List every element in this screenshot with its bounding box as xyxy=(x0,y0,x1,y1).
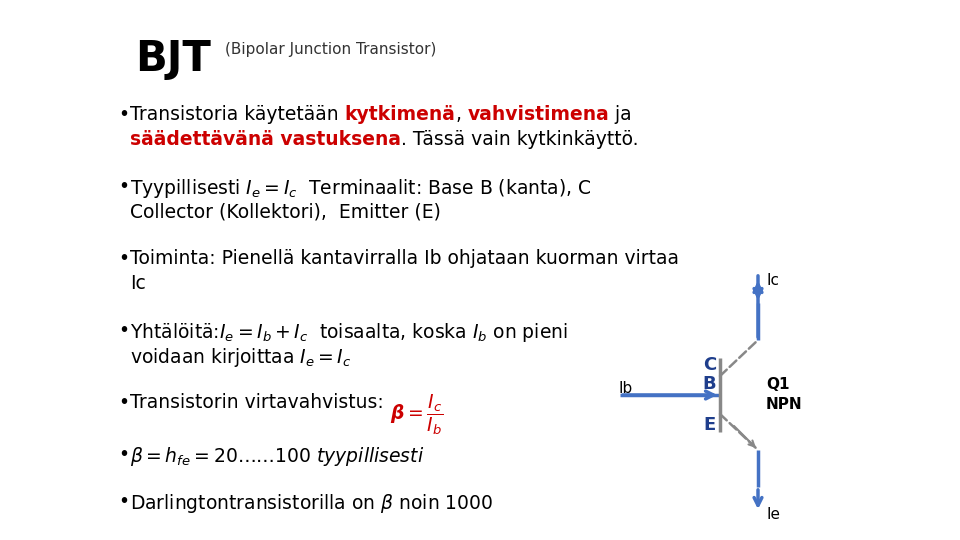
Text: •: • xyxy=(118,492,130,511)
Text: C: C xyxy=(703,356,716,374)
Text: Transistoria käytetään: Transistoria käytetään xyxy=(130,105,345,124)
Text: voidaan kirjoittaa $I_e = I_c$: voidaan kirjoittaa $I_e = I_c$ xyxy=(130,346,351,369)
Text: Ie: Ie xyxy=(766,507,780,522)
Text: Toiminta: Pienellä kantavirralla Ib ohjataan kuorman virtaa: Toiminta: Pienellä kantavirralla Ib ohja… xyxy=(130,249,679,268)
Text: Collector (Kollektori),  Emitter (E): Collector (Kollektori), Emitter (E) xyxy=(130,202,441,221)
Text: vahvistimena: vahvistimena xyxy=(468,105,610,124)
Text: Ib: Ib xyxy=(618,381,633,396)
Text: Ic: Ic xyxy=(766,273,779,288)
Text: NPN: NPN xyxy=(766,397,803,412)
Text: Ic: Ic xyxy=(130,274,146,293)
Text: Q1: Q1 xyxy=(766,377,789,392)
Text: (Bipolar Junction Transistor): (Bipolar Junction Transistor) xyxy=(225,42,437,57)
Text: •: • xyxy=(118,105,130,124)
Text: Transistorin virtavahvistus:: Transistorin virtavahvistus: xyxy=(130,393,390,412)
Text: •: • xyxy=(118,177,130,196)
Text: Tyypillisesti $I_e = I_c$  Terminaalit: Base B (kanta), C: Tyypillisesti $I_e = I_c$ Terminaalit: B… xyxy=(130,177,591,200)
Text: Yhtälöitä:$I_e = I_b + I_c$  toisaalta, koska $I_b$ on pieni: Yhtälöitä:$I_e = I_b + I_c$ toisaalta, k… xyxy=(130,321,568,344)
Text: säädettävänä vastuksena: säädettävänä vastuksena xyxy=(130,130,401,149)
Text: •: • xyxy=(118,321,130,340)
Text: E: E xyxy=(704,416,716,434)
Text: •: • xyxy=(118,393,130,412)
Text: $\beta = h_{fe} = 20 \ldots\ldots 100\ \mathit{tyypillisesti}$: $\beta = h_{fe} = 20 \ldots\ldots 100\ \… xyxy=(130,445,424,468)
Text: •: • xyxy=(118,249,130,268)
Text: BJT: BJT xyxy=(135,38,211,80)
Text: ja: ja xyxy=(610,105,632,124)
Text: . Tässä vain kytkinkäyttö.: . Tässä vain kytkinkäyttö. xyxy=(401,130,638,149)
Text: ,: , xyxy=(455,105,468,124)
Text: Darlingtontransistorilla on $\beta$ noin 1000: Darlingtontransistorilla on $\beta$ noin… xyxy=(130,492,493,515)
Text: kytkimenä: kytkimenä xyxy=(345,105,455,124)
Text: •: • xyxy=(118,445,130,464)
Text: $\boldsymbol{\beta} = \dfrac{I_c}{I_b}$: $\boldsymbol{\beta} = \dfrac{I_c}{I_b}$ xyxy=(390,393,443,437)
Text: B: B xyxy=(703,375,716,393)
